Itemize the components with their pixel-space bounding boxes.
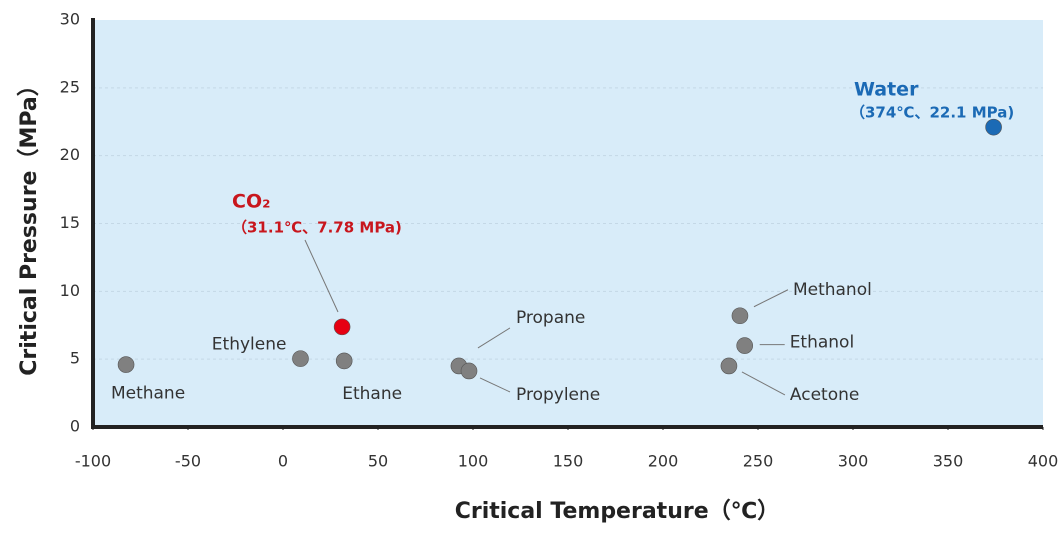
annotation-text: （374℃、22.1 MPa) [850,104,1014,122]
x-axis-title: Critical Temperature（℃） [455,499,780,524]
data-point [292,350,309,367]
leader-line [753,289,789,308]
annotation-title: CO₂ [232,191,270,213]
y-axis-title: Critical Pressure（MPa） [17,74,42,375]
y-tick-label: 20 [60,145,80,164]
x-tick-label: -50 [175,452,201,471]
x-tick-label: 100 [458,452,489,471]
data-point [333,318,351,336]
x-tick-label: 50 [368,452,388,471]
y-tick-label: 15 [60,213,80,232]
data-point [335,352,353,370]
x-tick-label: 200 [648,452,679,471]
y-tick-label: 25 [60,77,80,96]
point-label: Ethane [342,384,402,404]
y-tick-label: 10 [60,281,80,300]
x-tick-label: 0 [278,452,288,471]
point-label: Ethanol [790,333,855,353]
x-tick-label: 400 [1028,452,1059,471]
leader-line [479,377,511,393]
y-tick-label: 0 [70,417,80,436]
data-point [985,118,1002,136]
point-label: Acetone [790,385,859,405]
leader-line [477,327,511,349]
point-label: Methanol [793,280,872,300]
y-tick-label: 5 [70,349,80,368]
annotation-text: （31.1℃、7.78 MPa) [232,219,402,237]
point-label: Propane [516,308,585,328]
x-tick-label: 150 [553,452,584,471]
y-tick-label: 30 [60,10,80,29]
leader-line [741,371,786,396]
point-label: Methane [111,384,185,404]
data-point [736,337,754,354]
point-label: Ethylene [212,335,287,355]
x-tick-label: 350 [933,452,964,471]
x-tick-label: 300 [838,452,869,471]
data-point [731,307,749,325]
x-tick-label: -100 [75,452,111,471]
annotation-title: Water [854,79,919,101]
data-point [720,357,738,375]
x-tick-label: 250 [743,452,774,471]
data-point [460,362,478,380]
point-label: Propylene [516,385,600,405]
data-point [117,356,135,373]
leader-line [304,239,339,313]
